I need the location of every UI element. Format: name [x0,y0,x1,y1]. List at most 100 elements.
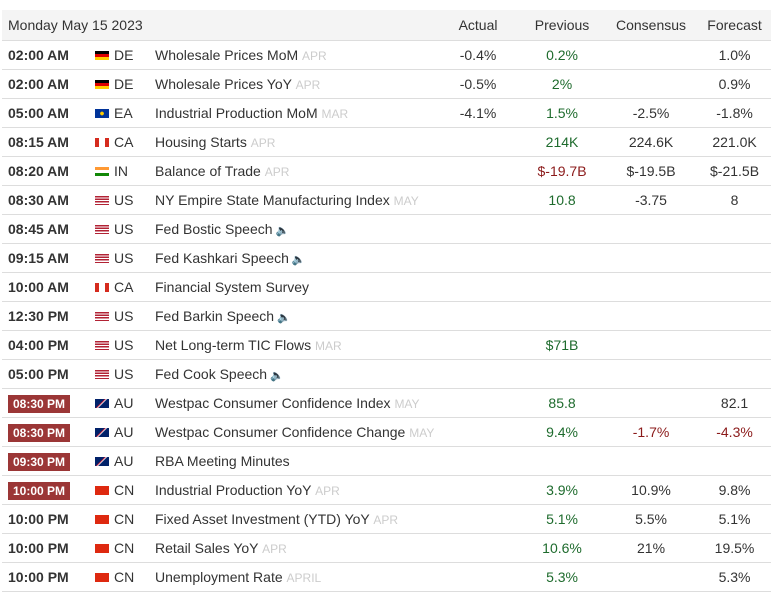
event-period: APR [373,513,399,527]
previous-value: 2% [520,69,605,99]
time-badge: 08:30 PM [8,395,71,413]
event-name[interactable]: Unemployment Rate [155,569,283,585]
time-cell: 10:00 PM [2,533,94,563]
time-cell: 08:30 AM [2,185,94,215]
previous-value [520,446,605,476]
table-row[interactable]: 10:00 PM CN Industrial Production YoY AP… [2,475,771,505]
table-row[interactable]: 08:30 AM US NY Empire State Manufacturin… [2,185,771,215]
table-row[interactable]: 08:15 AM CA Housing Starts APR 214K 224.… [2,127,771,157]
forecast-value [698,272,771,302]
actual-value [436,214,521,244]
table-row[interactable]: 08:20 AM IN Balance of Trade APR $-19.7B… [2,156,771,186]
forecast-value: 5.3% [698,562,771,592]
country-code: US [114,337,134,353]
speaker-icon: 🔈 [277,312,291,324]
previous-value: 214K [520,127,605,157]
event-name[interactable]: Fed Kashkari Speech [155,250,289,266]
consensus-value: 21% [604,533,699,563]
consensus-value: $-19.5B [604,156,699,186]
flag-cn-icon [95,572,109,582]
flag-us-icon [95,195,109,205]
event-name[interactable]: Westpac Consumer Confidence Change [155,424,406,440]
table-row[interactable]: 08:30 PM AU Westpac Consumer Confidence … [2,388,771,418]
country-code: AU [114,424,134,440]
actual-value: -0.4% [436,40,521,70]
time-text: 02:00 AM [8,47,69,63]
event-name[interactable]: Fed Barkin Speech [155,308,275,324]
table-row[interactable]: 12:30 PM US Fed Barkin Speech 🔈 [2,301,771,331]
event-name[interactable]: Financial System Survey [155,279,310,295]
table-row[interactable]: 09:15 AM US Fed Kashkari Speech 🔈 [2,243,771,273]
previous-value: 0.2% [520,40,605,70]
table-row[interactable]: 02:00 AM DE Wholesale Prices YoY APR -0.… [2,69,771,99]
actual-value [436,243,521,273]
time-text: 08:20 AM [8,163,69,179]
flag-us-icon [95,340,109,350]
event-cell: Retail Sales YoY APR [154,533,437,563]
event-name[interactable]: Housing Starts [155,134,247,150]
table-row[interactable]: 04:00 PM US Net Long-term TIC Flows MAR … [2,330,771,360]
table-row[interactable]: 10:00 AM CA Financial System Survey [2,272,771,302]
actual-value: -4.1% [436,98,521,128]
country-code: AU [114,453,134,469]
forecast-value [698,330,771,360]
consensus-value [604,388,699,418]
flag-cn-icon [95,514,109,524]
flag-au-icon [95,427,109,437]
consensus-value [604,243,699,273]
event-name[interactable]: Balance of Trade [155,163,261,179]
previous-header: Previous [520,10,605,41]
event-name[interactable]: Fixed Asset Investment (YTD) YoY [155,511,370,527]
flag-us-icon [95,311,109,321]
event-name[interactable]: NY Empire State Manufacturing Index [155,192,390,208]
table-row[interactable]: 10:00 PM CN Retail Sales YoY APR 10.6% 2… [2,533,771,563]
event-period: APR [315,484,340,498]
event-cell: Westpac Consumer Confidence Change MAY [154,417,437,447]
time-cell: 08:30 PM [2,388,94,418]
forecast-value [698,243,771,273]
event-name[interactable]: Fed Bostic Speech [155,221,273,237]
time-cell: 10:00 PM [2,504,94,534]
table-row[interactable]: 10:00 PM CN Unemployment Rate APRIL 5.3%… [2,562,771,592]
event-name[interactable]: Wholesale Prices YoY [155,76,292,92]
consensus-header: Consensus [604,10,699,41]
time-cell: 02:00 AM [2,69,94,99]
country-cell: AU [94,388,154,418]
table-row[interactable]: 05:00 AM EA Industrial Production MoM MA… [2,98,771,128]
table-row[interactable]: 09:30 PM AU RBA Meeting Minutes [2,446,771,476]
consensus-value [604,562,699,592]
table-row[interactable]: 05:00 PM US Fed Cook Speech 🔈 [2,359,771,389]
table-row[interactable]: 08:45 AM US Fed Bostic Speech 🔈 [2,214,771,244]
event-name[interactable]: Net Long-term TIC Flows [155,337,312,353]
event-period: APRIL [286,571,322,585]
event-period: MAR [321,107,349,121]
event-name[interactable]: RBA Meeting Minutes [155,453,290,469]
time-cell: 09:30 PM [2,446,94,476]
country-cell: CN [94,533,154,563]
time-text: 02:00 AM [8,76,69,92]
event-name[interactable]: Westpac Consumer Confidence Index [155,395,391,411]
event-name[interactable]: Fed Cook Speech [155,366,268,382]
actual-value: -0.5% [436,69,521,99]
event-name[interactable]: Industrial Production YoY [155,482,312,498]
event-name[interactable]: Wholesale Prices MoM [155,47,299,63]
event-cell: Unemployment Rate APRIL [154,562,437,592]
country-cell: AU [94,417,154,447]
previous-value: $-19.7B [520,156,605,186]
time-cell: 12:30 PM [2,301,94,331]
consensus-value: -1.7% [604,417,699,447]
event-cell: Fed Cook Speech 🔈 [154,359,437,389]
event-cell: RBA Meeting Minutes [154,446,437,476]
table-row[interactable]: 02:00 AM DE Wholesale Prices MoM APR -0.… [2,40,771,70]
forecast-header: Forecast [698,10,771,41]
event-name[interactable]: Industrial Production MoM [155,105,318,121]
consensus-value [604,40,699,70]
country-code: CN [114,569,135,585]
event-name[interactable]: Retail Sales YoY [155,540,259,556]
table-row[interactable]: 08:30 PM AU Westpac Consumer Confidence … [2,417,771,447]
time-cell: 10:00 PM [2,562,94,592]
table-row[interactable]: 10:00 PM CN Fixed Asset Investment (YTD)… [2,504,771,534]
country-code: DE [114,47,134,63]
event-period: MAR [315,339,342,353]
actual-value [436,359,521,389]
